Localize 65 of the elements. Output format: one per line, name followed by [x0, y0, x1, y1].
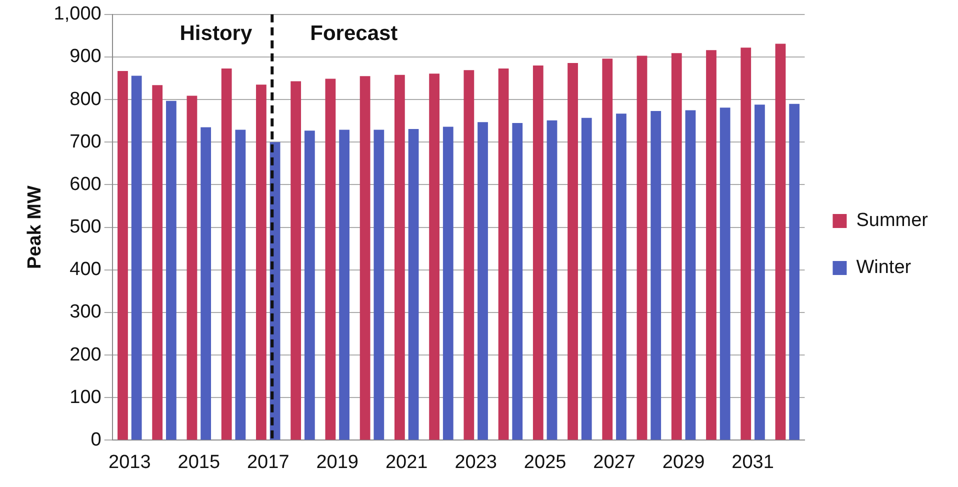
bar [256, 84, 266, 440]
bar [429, 74, 440, 440]
y-axis-title: Peak MW [24, 186, 46, 270]
bar [478, 122, 488, 440]
bar [408, 128, 419, 440]
bar [581, 118, 592, 440]
bar [464, 70, 474, 440]
bar [221, 68, 232, 440]
bar [546, 120, 558, 440]
bar [650, 111, 662, 440]
annotation: History [180, 22, 252, 46]
y-tick-label: 600 [70, 174, 102, 195]
bar [789, 104, 800, 440]
bar [186, 96, 198, 440]
bar [290, 81, 302, 440]
bar [498, 68, 509, 440]
bar [616, 114, 626, 440]
bar [360, 76, 370, 440]
bar [394, 74, 405, 440]
y-tick-label: 200 [70, 344, 102, 366]
y-tick-label: 800 [70, 88, 102, 110]
y-tick-label: 1,000 [54, 4, 102, 25]
bar [706, 50, 716, 440]
annotation: Forecast [310, 22, 398, 46]
bar [442, 126, 454, 440]
bar [118, 71, 128, 440]
x-tick-label: 2021 [385, 452, 428, 473]
bar [568, 62, 578, 440]
y-tick-label: 500 [70, 216, 102, 238]
y-tick-label: 100 [70, 386, 102, 408]
x-tick-label: 2027 [593, 452, 636, 473]
bar [235, 130, 246, 440]
x-tick-label: 2025 [524, 452, 566, 473]
x-tick-label: 2013 [108, 452, 151, 473]
bar [775, 44, 786, 440]
bar [754, 104, 765, 440]
y-tick-label: 400 [70, 259, 102, 280]
bar [740, 48, 752, 440]
y-tick-label: 300 [70, 302, 102, 323]
x-tick-label: 2015 [178, 452, 220, 473]
y-tick-label: 0 [90, 429, 102, 450]
bar [304, 130, 315, 440]
x-tick-label: 2031 [732, 452, 774, 473]
bar [339, 130, 350, 440]
bar [532, 65, 544, 440]
bar [512, 122, 523, 440]
x-tick-label: 2029 [662, 452, 705, 473]
bar [671, 53, 682, 440]
bar [325, 78, 336, 440]
x-tick-label: 2023 [454, 452, 497, 473]
bar [131, 76, 142, 440]
bar [374, 130, 384, 440]
bar [152, 85, 163, 440]
legend-label: Summer [856, 210, 929, 232]
x-tick-label: 2017 [246, 452, 290, 473]
y-tick-label: 700 [70, 131, 102, 152]
bar [602, 58, 613, 440]
legend-label: Winter [856, 257, 912, 278]
bar [685, 110, 696, 440]
bar [200, 127, 212, 440]
y-tick-label: 900 [70, 46, 102, 68]
bar [720, 108, 730, 440]
bar [166, 100, 176, 440]
bar [636, 56, 648, 440]
x-tick-label: 2019 [316, 452, 359, 473]
